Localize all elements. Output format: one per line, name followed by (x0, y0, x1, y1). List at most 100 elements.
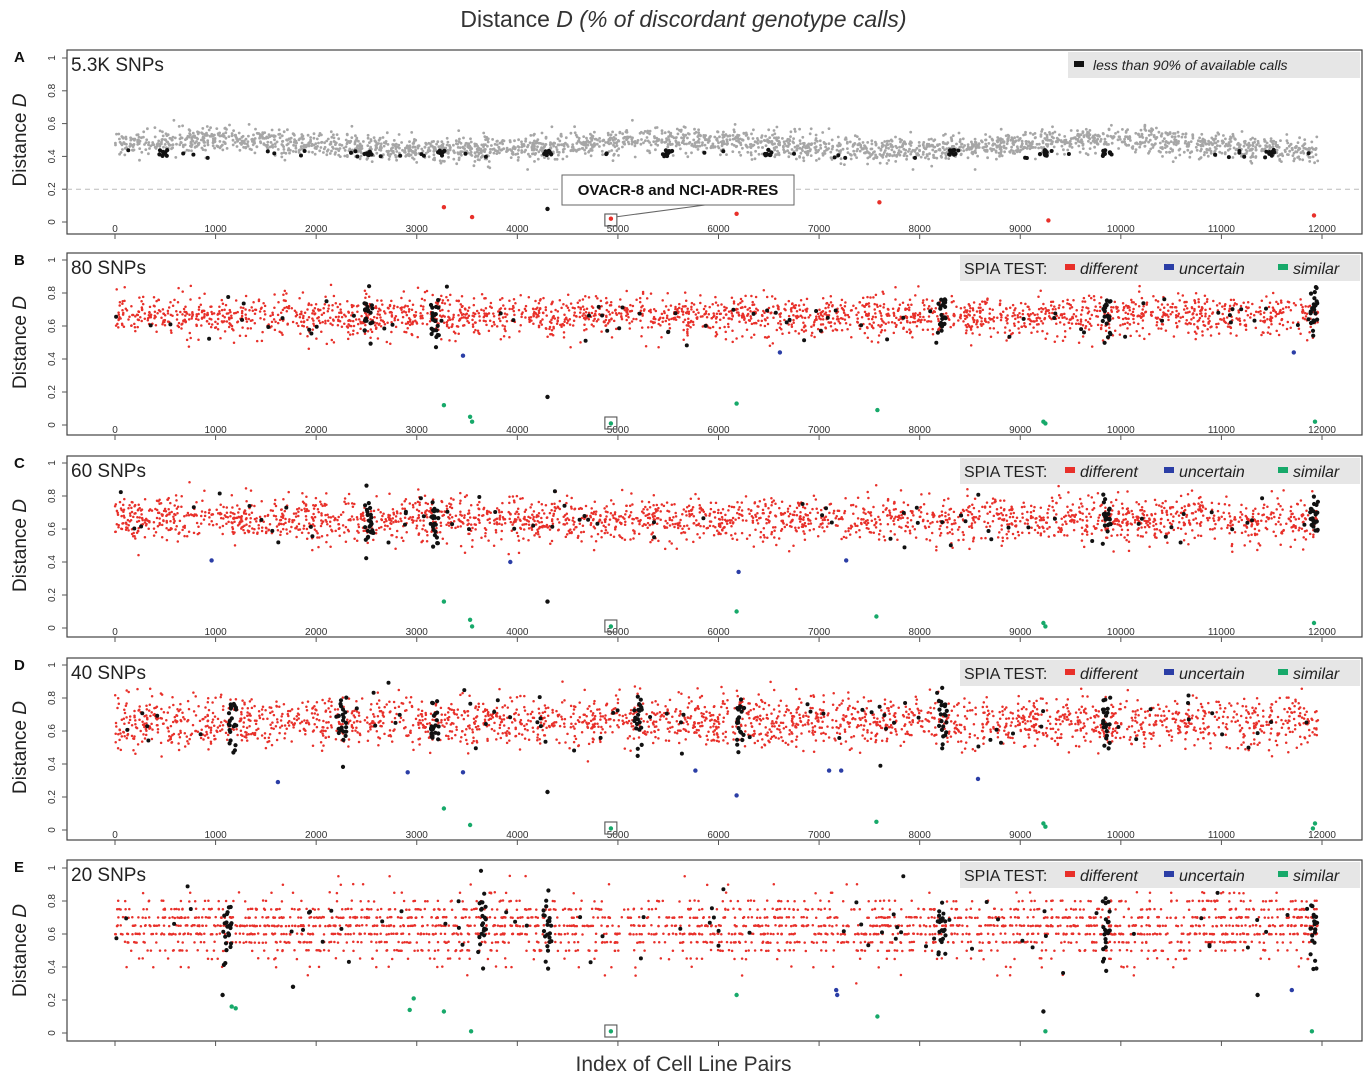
data-point (1193, 298, 1196, 302)
data-point (1208, 319, 1211, 323)
data-point (203, 292, 206, 296)
data-point (731, 340, 734, 344)
data-point (533, 310, 536, 314)
data-point (1118, 138, 1122, 141)
data-point (1140, 133, 1144, 137)
data-point (1231, 134, 1235, 138)
data-point (356, 331, 359, 335)
data-point (200, 317, 204, 320)
data-point (392, 151, 395, 155)
data-point (263, 304, 267, 308)
data-point (319, 146, 323, 149)
data-point (388, 303, 392, 307)
data-point (1276, 302, 1280, 306)
data-point (153, 310, 157, 314)
data-point (697, 141, 701, 144)
data-point (686, 310, 689, 313)
data-point (1191, 136, 1195, 140)
data-point (756, 137, 759, 140)
data-point (360, 314, 363, 318)
data-point (1292, 159, 1296, 163)
data-point (286, 128, 289, 132)
data-point (1121, 301, 1125, 305)
data-point (1094, 305, 1097, 308)
data-point (425, 322, 429, 326)
data-point (587, 296, 591, 299)
data-point (407, 148, 411, 152)
data-point (835, 318, 839, 321)
data-point (298, 297, 301, 300)
data-point (1119, 324, 1122, 327)
data-point (1111, 317, 1115, 320)
figure-title-prefix: Distance (460, 6, 557, 32)
data-point (352, 324, 356, 328)
data-point (542, 296, 545, 300)
low-calls-point (843, 155, 848, 160)
low-calls-point (832, 155, 837, 160)
data-point (870, 317, 874, 321)
data-point (898, 145, 901, 149)
data-point (337, 137, 341, 141)
data-point (1211, 142, 1214, 146)
data-point (1285, 139, 1289, 143)
data-point (821, 310, 825, 313)
data-point (1197, 305, 1201, 309)
data-point (301, 291, 305, 294)
data-point (573, 131, 577, 135)
data-point (499, 319, 502, 323)
data-point (589, 136, 593, 140)
data-point (641, 292, 645, 295)
data-point (413, 138, 416, 141)
data-point (831, 305, 834, 308)
data-point (273, 142, 277, 146)
data-point (1163, 146, 1167, 150)
data-point (609, 301, 613, 304)
y-axis-label: Distance D (10, 93, 31, 186)
data-point (270, 320, 274, 324)
x-tick-label: 10000 (1107, 224, 1135, 235)
data-point (1023, 324, 1026, 328)
data-point (1303, 142, 1307, 146)
data-point (628, 135, 632, 139)
data-point (697, 131, 701, 135)
data-point (401, 148, 404, 152)
data-point (182, 307, 186, 311)
data-point (1016, 314, 1019, 317)
data-point (195, 324, 198, 328)
data-point (782, 140, 786, 144)
data-point (762, 289, 766, 292)
data-point (331, 303, 334, 307)
data-point (1139, 316, 1143, 319)
data-point (325, 342, 329, 346)
data-point (861, 141, 865, 144)
data-point (1201, 334, 1204, 337)
data-point (923, 147, 927, 151)
data-point (160, 140, 163, 144)
low-calls-point (721, 149, 726, 154)
data-point (1047, 314, 1051, 318)
data-point (1028, 317, 1031, 321)
data-point (415, 161, 419, 164)
data-point (350, 136, 354, 140)
data-point (781, 332, 784, 335)
data-point (959, 307, 963, 310)
data-point (441, 308, 444, 312)
data-point (1212, 139, 1216, 142)
data-point (332, 136, 336, 140)
data-point (702, 307, 706, 311)
data-point (176, 313, 179, 316)
data-point (157, 309, 161, 312)
data-point (749, 153, 753, 157)
x-tick-label: 7000 (808, 224, 831, 235)
data-point (1188, 151, 1192, 155)
data-point (1106, 134, 1109, 138)
data-point (505, 319, 509, 323)
data-point (338, 302, 342, 306)
data-point (467, 306, 471, 309)
data-point (799, 142, 802, 146)
data-point (502, 334, 506, 338)
data-point (836, 315, 839, 318)
data-point (877, 146, 881, 150)
data-point (705, 146, 709, 150)
data-point (555, 148, 559, 152)
